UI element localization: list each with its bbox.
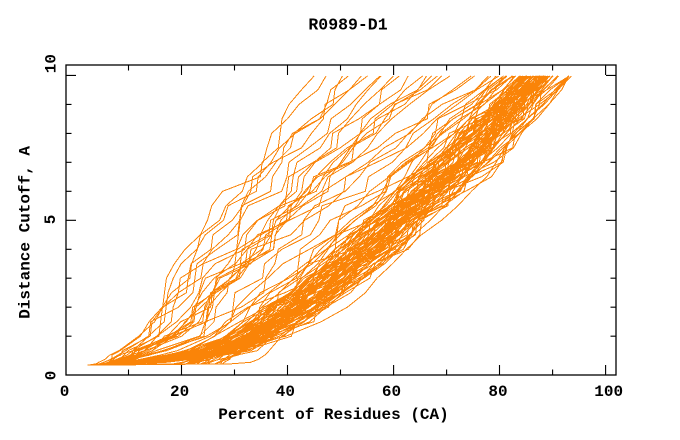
svg-text:60: 60 <box>382 383 401 401</box>
svg-text:0: 0 <box>42 371 60 381</box>
svg-text:R0989-D1: R0989-D1 <box>308 16 387 35</box>
svg-text:Percent of Residues (CA): Percent of Residues (CA) <box>218 406 448 424</box>
svg-text:40: 40 <box>276 383 295 401</box>
svg-text:Distance Cutoff, A: Distance Cutoff, A <box>17 146 35 319</box>
svg-text:20: 20 <box>170 383 189 401</box>
svg-text:80: 80 <box>488 383 507 401</box>
svg-text:10: 10 <box>43 54 61 73</box>
svg-text:0: 0 <box>60 383 70 401</box>
svg-text:5: 5 <box>42 215 60 225</box>
svg-text:100: 100 <box>594 383 623 401</box>
